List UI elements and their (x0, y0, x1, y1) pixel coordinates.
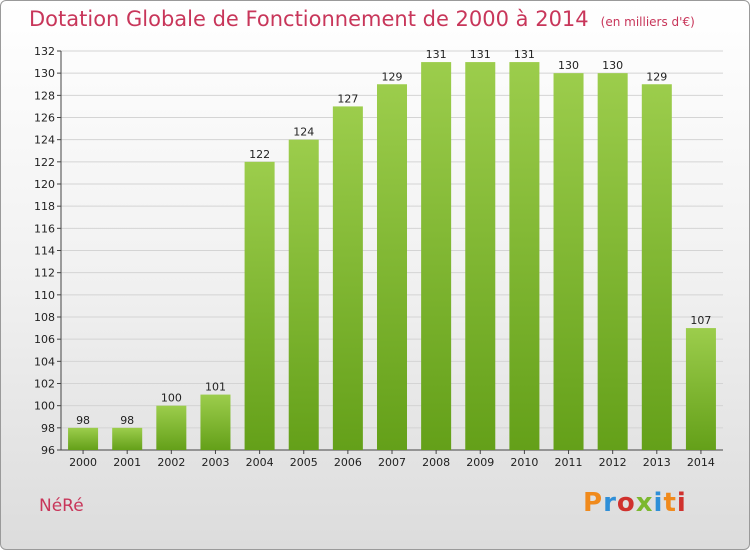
title-row: Dotation Globale de Fonctionnement de 20… (29, 7, 695, 31)
bar-2008 (421, 62, 452, 450)
y-tick-label: 132 (34, 45, 55, 58)
y-tick-label: 126 (34, 112, 55, 125)
y-tick-label: 122 (34, 156, 55, 169)
value-label-2002: 100 (161, 392, 182, 405)
y-tick-label: 96 (41, 444, 55, 457)
value-label-2011: 130 (558, 59, 579, 72)
value-label-2012: 130 (602, 59, 623, 72)
value-label-2000: 98 (76, 414, 90, 427)
y-tick-label: 106 (34, 333, 55, 346)
value-label-2010: 131 (514, 48, 535, 61)
bar-2005 (288, 139, 319, 450)
bar-2000 (68, 427, 99, 450)
x-tick-label-2009: 2009 (466, 456, 494, 469)
x-tick-label-2011: 2011 (555, 456, 583, 469)
bar-2009 (465, 62, 496, 450)
chart-subtitle: (en milliers d'€) (600, 15, 695, 29)
bar-2002 (156, 405, 187, 450)
x-tick-label-2013: 2013 (643, 456, 671, 469)
x-tick-label-2005: 2005 (290, 456, 318, 469)
bar-2010 (509, 62, 540, 450)
logo-letter: o (616, 488, 636, 518)
x-tick-label-2004: 2004 (246, 456, 274, 469)
x-tick-label-2001: 2001 (113, 456, 141, 469)
bar-2011 (553, 73, 584, 451)
bar-2004 (244, 161, 275, 451)
y-tick-label: 128 (34, 89, 55, 102)
logo-letter: i (676, 488, 687, 518)
value-label-2001: 98 (120, 414, 134, 427)
y-tick-label: 120 (34, 178, 55, 191)
value-label-2009: 131 (470, 48, 491, 61)
y-tick-label: 124 (34, 134, 55, 147)
x-tick-label-2006: 2006 (334, 456, 362, 469)
y-tick-label: 102 (34, 378, 55, 391)
logo-letter: r (603, 488, 617, 518)
bar-2007 (376, 84, 408, 450)
value-label-2003: 101 (205, 381, 226, 394)
x-tick-label-2007: 2007 (378, 456, 406, 469)
value-label-2008: 131 (426, 48, 447, 61)
bar-2014 (685, 328, 716, 450)
value-label-2007: 129 (382, 70, 403, 83)
logo-letter: i (653, 488, 664, 518)
y-tick-label: 114 (34, 245, 55, 258)
value-label-2004: 122 (249, 148, 270, 161)
bar-2012 (597, 73, 628, 451)
y-tick-label: 104 (34, 355, 55, 368)
axes: 96 98 100 102 104 106 108 110 112 114 116 118 120 122… (34, 45, 723, 469)
bar-2001 (112, 427, 143, 450)
labels: 98 98 100 101 122 124 127 129 131 131 131 130 130 129… (76, 48, 711, 427)
logo-letter: x (635, 488, 654, 518)
x-tick-label-2010: 2010 (510, 456, 538, 469)
y-tick-label: 118 (34, 200, 55, 213)
y-tick-label: 100 (34, 400, 55, 413)
value-label-2014: 107 (690, 314, 711, 327)
y-tick-label: 112 (34, 267, 55, 280)
value-label-2006: 127 (337, 92, 358, 105)
value-label-2013: 129 (646, 70, 667, 83)
value-label-2005: 124 (293, 126, 314, 139)
logo-letter: t (663, 488, 677, 518)
bar-2003 (200, 394, 231, 450)
x-tick-label-2002: 2002 (157, 456, 185, 469)
x-tick-label-2014: 2014 (687, 456, 715, 469)
y-tick-label: 108 (34, 311, 55, 324)
chart-title: Dotation Globale de Fonctionnement de 20… (29, 7, 589, 31)
bar-2006 (332, 106, 363, 451)
proxiti-logo: Proxiti (583, 488, 687, 518)
logo-letter: P (583, 488, 604, 518)
commune-name: NéRé (39, 496, 84, 516)
y-tick-label: 110 (34, 289, 55, 302)
x-tick-label-2008: 2008 (422, 456, 450, 469)
x-tick-label-2000: 2000 (69, 456, 97, 469)
bar-2013 (641, 84, 672, 450)
y-tick-label: 98 (41, 422, 55, 435)
x-tick-label-2012: 2012 (599, 456, 627, 469)
y-tick-label: 130 (34, 67, 55, 80)
x-tick-label-2003: 2003 (201, 456, 229, 469)
y-tick-label: 116 (34, 222, 55, 235)
bars (68, 62, 716, 451)
